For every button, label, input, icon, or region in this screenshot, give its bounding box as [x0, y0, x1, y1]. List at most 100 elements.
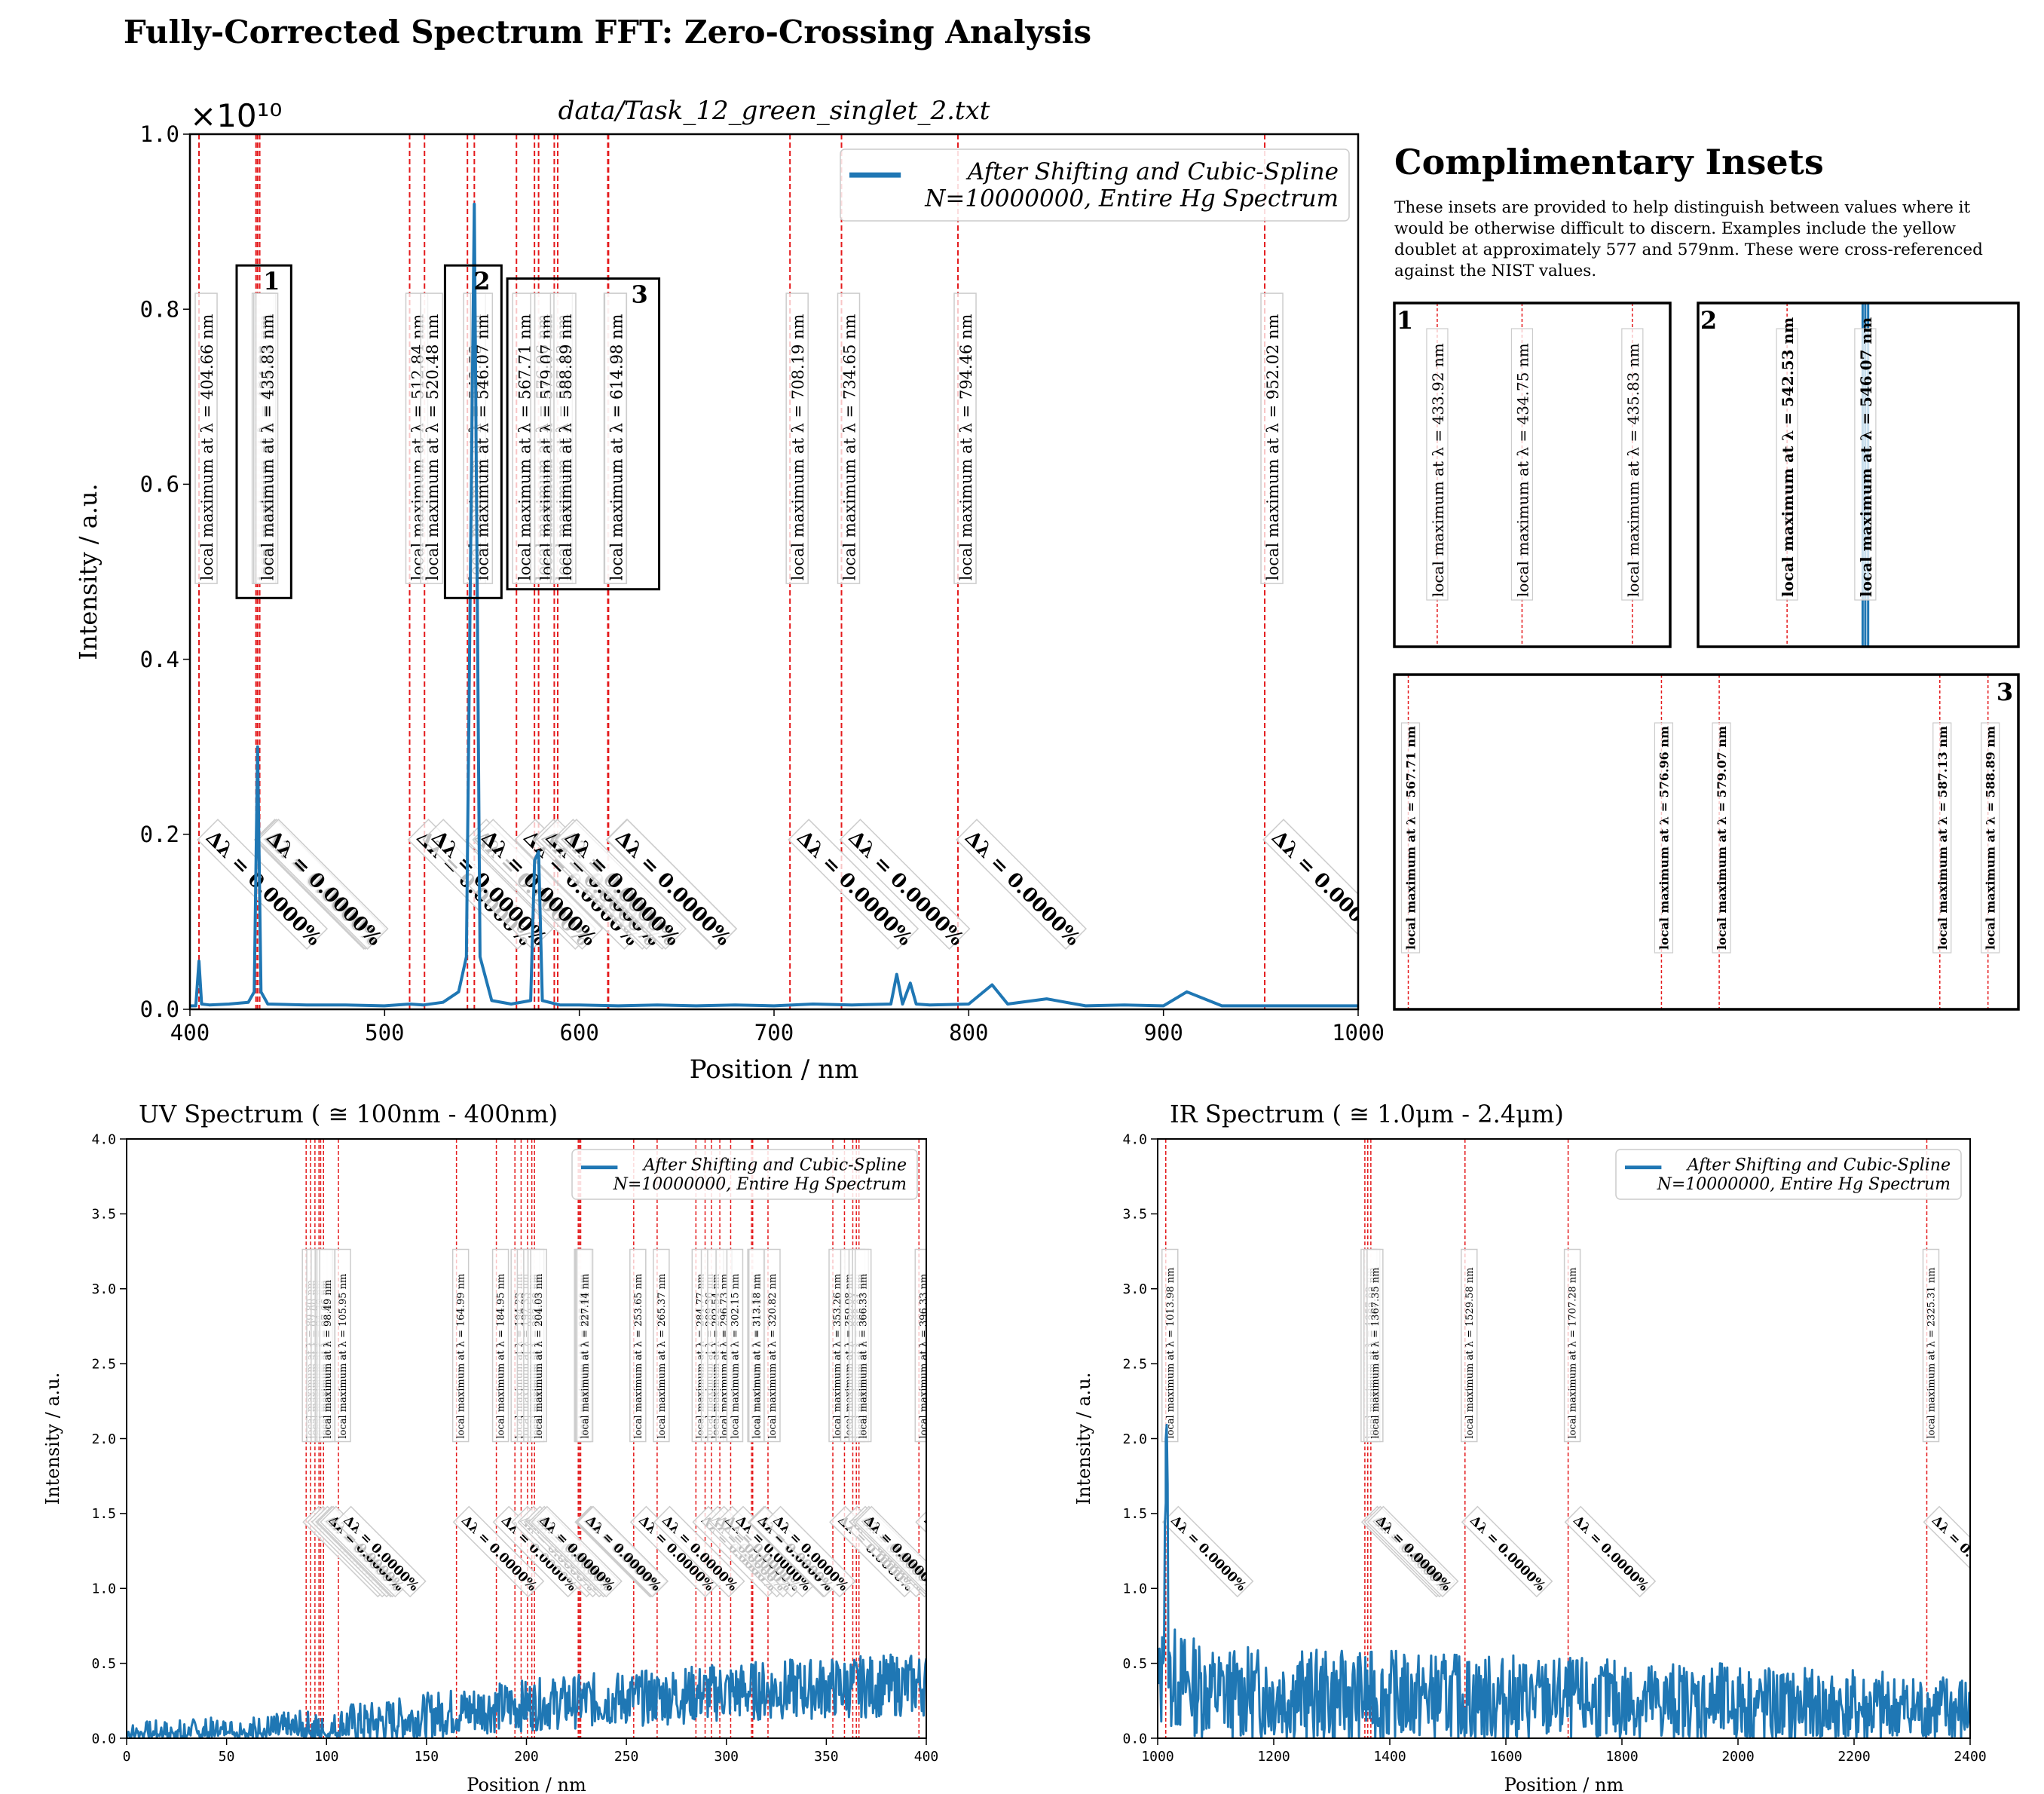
- uv-marker-label-box: [854, 1248, 872, 1443]
- uv-xtick-label: 350: [814, 1749, 839, 1765]
- inset3-marker-label: local maximum at λ = 588.89 nm: [1981, 722, 2000, 954]
- ir-delta-text: Δλ = 0.0000%: [1372, 1513, 1454, 1594]
- ir-xtick-label: 2000: [1721, 1749, 1754, 1765]
- main-xtick-label: 600: [559, 1020, 598, 1045]
- inset1-marker-label-text: local maximum at λ = 433.92 nm: [1429, 343, 1447, 597]
- inset1-marker-label: local maximum at λ = 435.83 nm: [1621, 328, 1644, 601]
- uv-title: UV Spectrum ( ≅ 100nm - 400nm): [139, 1100, 558, 1128]
- inset3-marker-label-text: local maximum at λ = 567.71 nm: [1404, 726, 1418, 950]
- main-marker-label-text: local maximum at λ = 520.48 nm: [424, 314, 442, 580]
- main-delta-box: [257, 819, 389, 951]
- inset3-marker-label: local maximum at λ = 587.13 nm: [1932, 722, 1952, 954]
- main-marker-label: local maximum at λ = 952.02 nm: [1260, 292, 1284, 584]
- uv-marker-label-box: [491, 1248, 509, 1443]
- inset3-number: 3: [1997, 678, 2013, 706]
- main-marker-label-text: local maximum at λ = 708.19 nm: [789, 314, 807, 580]
- uv-delta-text: Δλ = 0.0000%: [921, 1513, 1002, 1594]
- inset1-content: local maximum at λ = 433.92 nm local maxi…: [1426, 303, 1644, 647]
- uv-series-line: [127, 1653, 926, 1738]
- uv-marker-label: local maximum at λ = 253.65 nm: [629, 1248, 647, 1443]
- main-ylabel: Intensity / a.u.: [74, 483, 103, 660]
- ir-series-group: [1158, 1423, 1970, 1738]
- main-inset-box: [506, 277, 661, 591]
- ir-delta-box: [1461, 1505, 1553, 1598]
- uv-marker-label-text: local maximum at λ = 105.95 nm: [338, 1274, 349, 1439]
- uv-delta-box: [531, 1505, 623, 1598]
- main-delta-label: Δλ = 0.0000%: [1262, 819, 1358, 951]
- uv-delta-box: [335, 1505, 427, 1598]
- inset1-marker-label-box: [1510, 328, 1534, 601]
- ir-marker-label-box: [1563, 1248, 1581, 1443]
- inset3-marker-label: local maximum at λ = 579.07 nm: [1712, 722, 1731, 954]
- ir-ytick-label: 3.0: [1122, 1281, 1147, 1297]
- inset3-content: local maximum at λ = 567.71 nm local maxi…: [1400, 675, 2000, 1009]
- ir-delta-label: Δλ = 0.0000%: [1564, 1505, 1657, 1598]
- inset3-marker-label-text: local maximum at λ = 579.07 nm: [1715, 726, 1729, 950]
- uv-marker-label: local maximum at λ = 105.95 nm: [334, 1248, 351, 1443]
- main-delta-label: Δλ = 0.0000%: [956, 819, 1088, 951]
- inset1-marker-label-text: local maximum at λ = 434.75 nm: [1513, 343, 1531, 597]
- main-inset-box: [443, 264, 503, 599]
- uv-marker-label-text: local maximum at λ = 98.49 nm: [323, 1280, 334, 1439]
- main-series-group: [190, 202, 1358, 1008]
- ir-delta-box: [1161, 1505, 1254, 1598]
- uv-ytick-label: 2.0: [91, 1431, 116, 1447]
- main-series-line: [190, 202, 1358, 1008]
- inset1-frame: [1393, 302, 1672, 648]
- main-delta-box: [606, 819, 738, 951]
- uv-legend-line2: N=10000000, Entire Hg Spectrum: [613, 1175, 907, 1194]
- uv-ytick-label: 4.0: [91, 1131, 116, 1147]
- main-marker-label-text: local maximum at λ = 952.02 nm: [1264, 314, 1282, 580]
- inset2-number: 2: [1700, 306, 1717, 335]
- main-marker-label-text: local maximum at λ = 435.83 nm: [259, 314, 277, 580]
- inset2-marker-label: local maximum at λ = 546.07 nm: [1854, 317, 1877, 601]
- main-delta-box: [422, 819, 554, 951]
- main-delta-text: Δλ = 0.0000%: [960, 826, 1085, 951]
- uv-marker-label: local maximum at λ = 313.18 nm: [748, 1248, 766, 1443]
- main-marker-label-box: [785, 292, 809, 584]
- inset2-marker-label-box: [1854, 328, 1877, 601]
- ir-series-line: [1158, 1423, 1970, 1738]
- main-marker-label-box: [837, 292, 861, 584]
- uv-marker-label: local maximum at λ = 396.33 nm: [914, 1248, 926, 1443]
- uv-marker-label-box: [763, 1248, 781, 1443]
- main-title: data/Task_12_green_singlet_2.txt: [558, 96, 990, 126]
- inset1-marker-label-text: local maximum at λ = 435.83 nm: [1624, 343, 1642, 597]
- ir-delta-label: Δλ = 0.0000%: [1923, 1505, 1970, 1598]
- uv-marker-label: local maximum at λ = 265.37 nm: [653, 1248, 670, 1443]
- uv-ytick-label: 2.5: [91, 1356, 116, 1372]
- main-marker-label-text: local maximum at λ = 734.65 nm: [841, 314, 859, 580]
- main-marker-label: local maximum at λ = 404.66 nm: [194, 292, 218, 584]
- ir-legend-line2: N=10000000, Entire Hg Spectrum: [1657, 1175, 1951, 1194]
- main-ytick-label: 0.2: [140, 822, 179, 847]
- insets-heading: Complimentary Insets: [1394, 142, 1824, 182]
- main-xlabel: Position / nm: [690, 1055, 858, 1085]
- uv-marker-label: local maximum at λ = 164.99 nm: [451, 1248, 470, 1443]
- main-marker-label-text: local maximum at λ = 588.89 nm: [557, 314, 575, 580]
- ir-marker-label-text: local maximum at λ = 1367.35 nm: [1370, 1267, 1382, 1438]
- main-xtick-label: 500: [365, 1020, 404, 1045]
- main-ytick-label: 0.6: [140, 472, 179, 497]
- uv-marker-label: local maximum at λ = 366.33 nm: [854, 1248, 872, 1443]
- main-legend: After Shifting and Cubic-SplineN=1000000…: [840, 148, 1350, 222]
- uv-marker-label-text: local maximum at λ = 204.03 nm: [534, 1274, 545, 1439]
- main-marker-label-box: [604, 292, 628, 584]
- uv-marker-label-text: local maximum at λ = 313.18 nm: [752, 1274, 763, 1439]
- inset3-marker-label-text: local maximum at λ = 588.89 nm: [1984, 726, 1998, 950]
- inset3-marker-label-text: local maximum at λ = 576.96 nm: [1657, 726, 1671, 950]
- ir-marker-label-box: [1161, 1248, 1179, 1443]
- uv-ytick-label: 3.0: [91, 1281, 116, 1297]
- inset3-frame: [1393, 673, 2020, 1011]
- ir-ytick-label: 2.0: [1122, 1431, 1147, 1447]
- uv-xlabel: Position / nm: [467, 1774, 586, 1794]
- ir-xtick-label: 2200: [1837, 1749, 1870, 1765]
- uv-marker-label: local maximum at λ = 320.82 nm: [763, 1248, 781, 1443]
- inset1-marker-label: local maximum at λ = 433.92 nm: [1426, 328, 1449, 601]
- main-marker-label-box: [194, 292, 218, 584]
- main-delta-box: [555, 819, 687, 951]
- uv-ytick-label: 3.5: [91, 1207, 116, 1223]
- ir-ytick-label: 0.5: [1122, 1656, 1147, 1672]
- main-delta-box: [839, 819, 971, 951]
